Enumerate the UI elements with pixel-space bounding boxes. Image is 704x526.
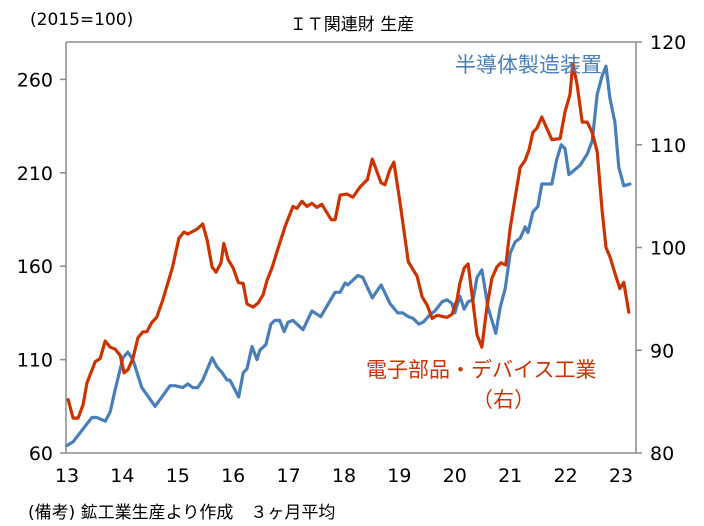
x-axis-tick-label: 21 [498,465,522,487]
x-axis-tick-label: 17 [277,465,301,487]
x-axis-tick-label: 23 [609,465,633,487]
series-lines [65,61,632,448]
footnote: (備考) 鉱工業生産より作成 ３ヶ月平均 [28,503,336,523]
x-axis-tick-label: 22 [554,465,578,487]
x-axis-tick-label: 20 [443,465,467,487]
x-axis-tick-label: 16 [221,465,245,487]
right-axis-tick-label: 120 [650,32,686,54]
right-axis-tick-label: 100 [650,238,686,260]
x-axis-tick-label: 19 [387,465,411,487]
left-axis-tick-label: 260 [17,69,53,91]
left-axis-tick-label: 160 [17,256,53,278]
left-axis-tick-label: 210 [17,163,53,185]
right-axis-tick-label: 80 [650,443,674,465]
left-axis-tick-label: 110 [17,350,53,372]
x-axis-tick-label: 13 [55,465,79,487]
unit-label: (2015=100) [30,10,134,30]
series-label-electronic-parts: 電子部品・デバイス工業 [366,358,597,382]
series-label-right-axis-note: （右） [472,388,535,412]
x-axis-tick-label: 18 [332,465,356,487]
x-axis-tick-label: 15 [166,465,190,487]
series-label-semiconductor-equipment: 半導体製造装置 [455,53,602,77]
series-line-electronic-parts [66,61,631,420]
series-line-semiconductor-equipment [65,64,632,448]
left-axis-tick-label: 60 [29,443,53,465]
x-axis-tick-label: 14 [110,465,134,487]
right-axis-tick-label: 110 [650,135,686,157]
tick-labels: 60 110 160 210 260 80 90 100 110 120 13 14 15 16 17 18 1… [17,32,687,487]
chart-title: ＩＴ関連財 生産 [289,15,415,35]
axes [60,41,642,454]
right-axis-tick-label: 90 [650,340,674,362]
